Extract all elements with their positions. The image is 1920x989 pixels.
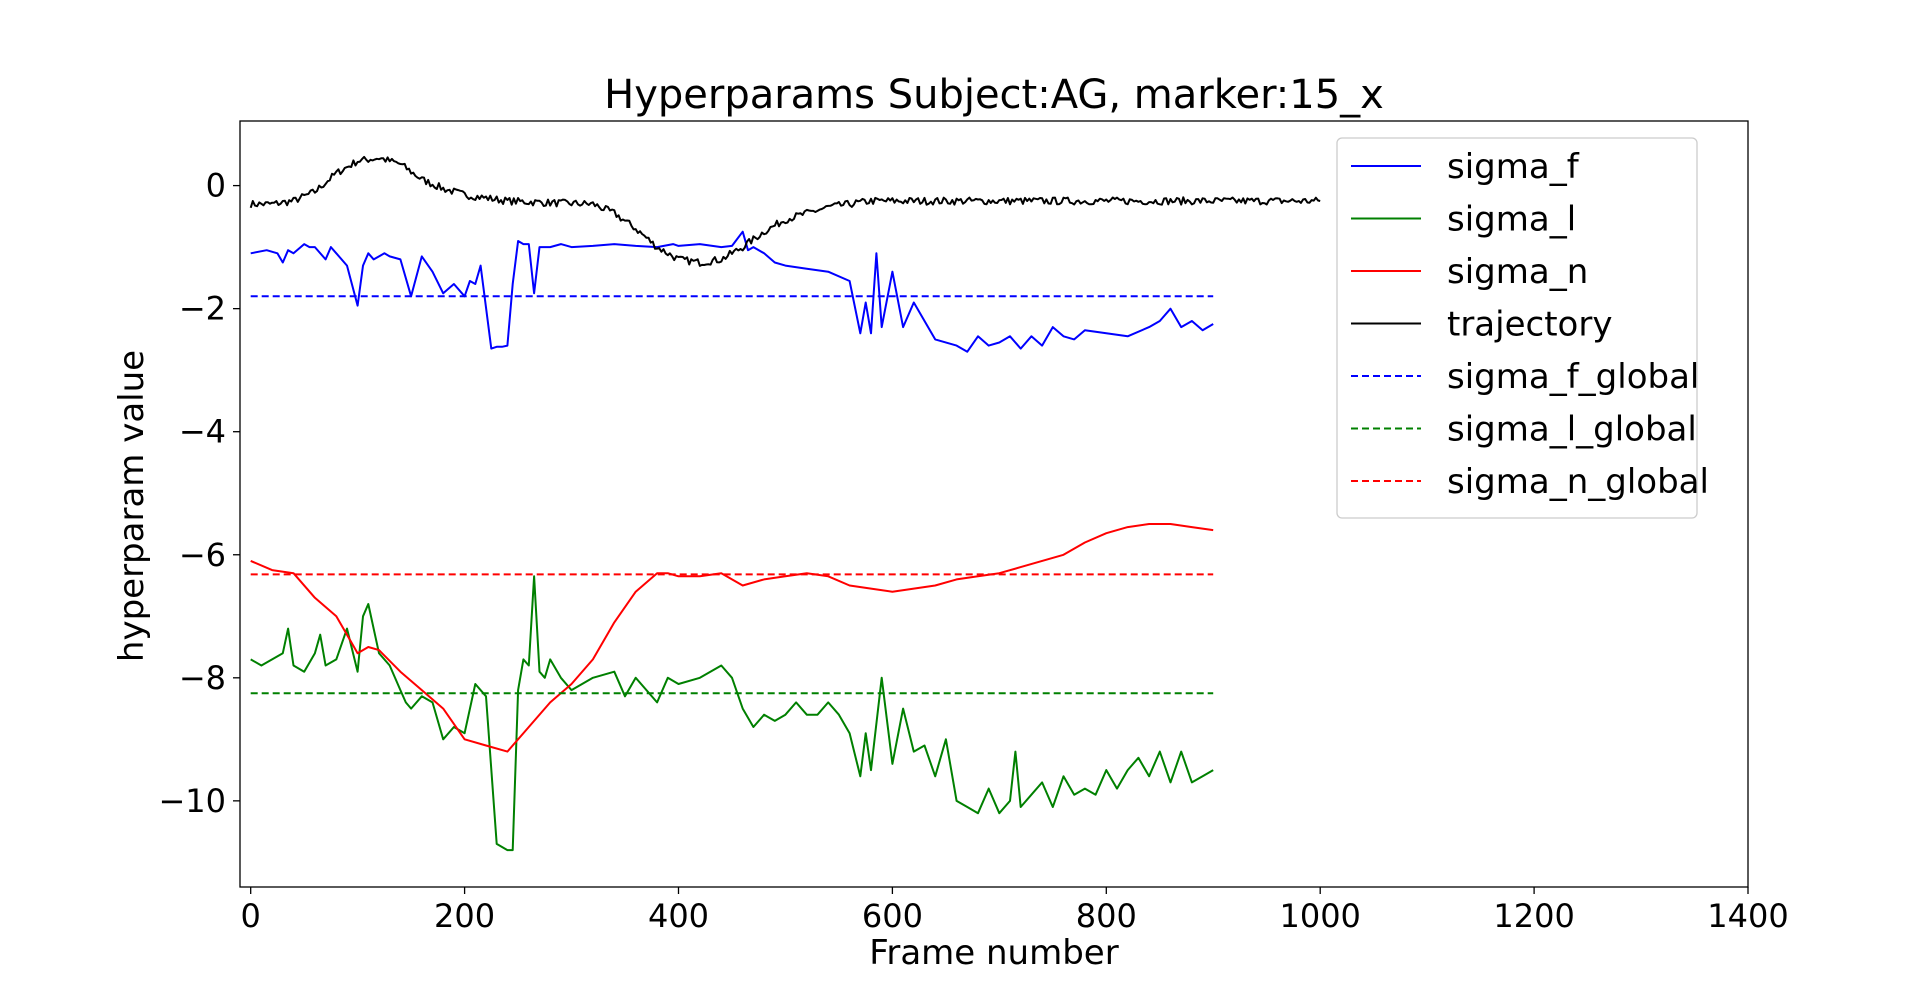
y-tick-label: −2	[179, 290, 226, 328]
legend-label-sigma-l-global: sigma_l_global	[1447, 410, 1697, 450]
y-tick-label: −6	[179, 536, 226, 574]
series-layer	[249, 155, 1321, 852]
legend-label-sigma-f: sigma_f	[1447, 147, 1580, 187]
ticks-layer: 0 200 400 600 800 1000 1200 1400 0 −2 −4 −6 −8 −10	[158, 167, 1788, 935]
legend-label-trajectory: trajectory	[1447, 305, 1612, 345]
legend-box	[1336, 137, 1698, 519]
legend-label-sigma-l: sigma_l	[1447, 200, 1576, 240]
chart-title: Hyperparams Subject:AG, marker:15_x	[604, 72, 1384, 118]
x-tick-label: 600	[862, 897, 923, 935]
legend-label-sigma-n-global: sigma_n_global	[1447, 462, 1709, 502]
x-tick-label: 800	[1076, 897, 1137, 935]
y-tick-label: −10	[158, 782, 226, 820]
x-tick-label: 1200	[1493, 897, 1574, 935]
series-line-sigma-n	[250, 523, 1214, 753]
legend-label-sigma-f-global: sigma_f_global	[1447, 357, 1699, 397]
series-line-sigma-l	[250, 575, 1214, 852]
y-tick-label: −4	[179, 413, 226, 451]
y-tick-label: −8	[179, 659, 226, 697]
x-tick-label: 1400	[1707, 897, 1788, 935]
x-tick-label: 400	[648, 897, 709, 935]
legend: sigma_f sigma_l sigma_n trajectory sigma_f_g…	[1336, 137, 1709, 519]
series-line-sigma-f	[250, 230, 1214, 353]
y-tick-label: 0	[206, 167, 226, 205]
x-tick-label: 0	[241, 897, 261, 935]
series-line-trajectory	[249, 155, 1321, 267]
x-axis-label: Frame number	[869, 933, 1118, 973]
y-axis-label: hyperparam value	[112, 350, 152, 662]
plot-frame	[239, 120, 1749, 888]
legend-label-sigma-n: sigma_n	[1447, 252, 1588, 292]
x-tick-label: 200	[434, 897, 495, 935]
x-tick-label: 1000	[1279, 897, 1360, 935]
